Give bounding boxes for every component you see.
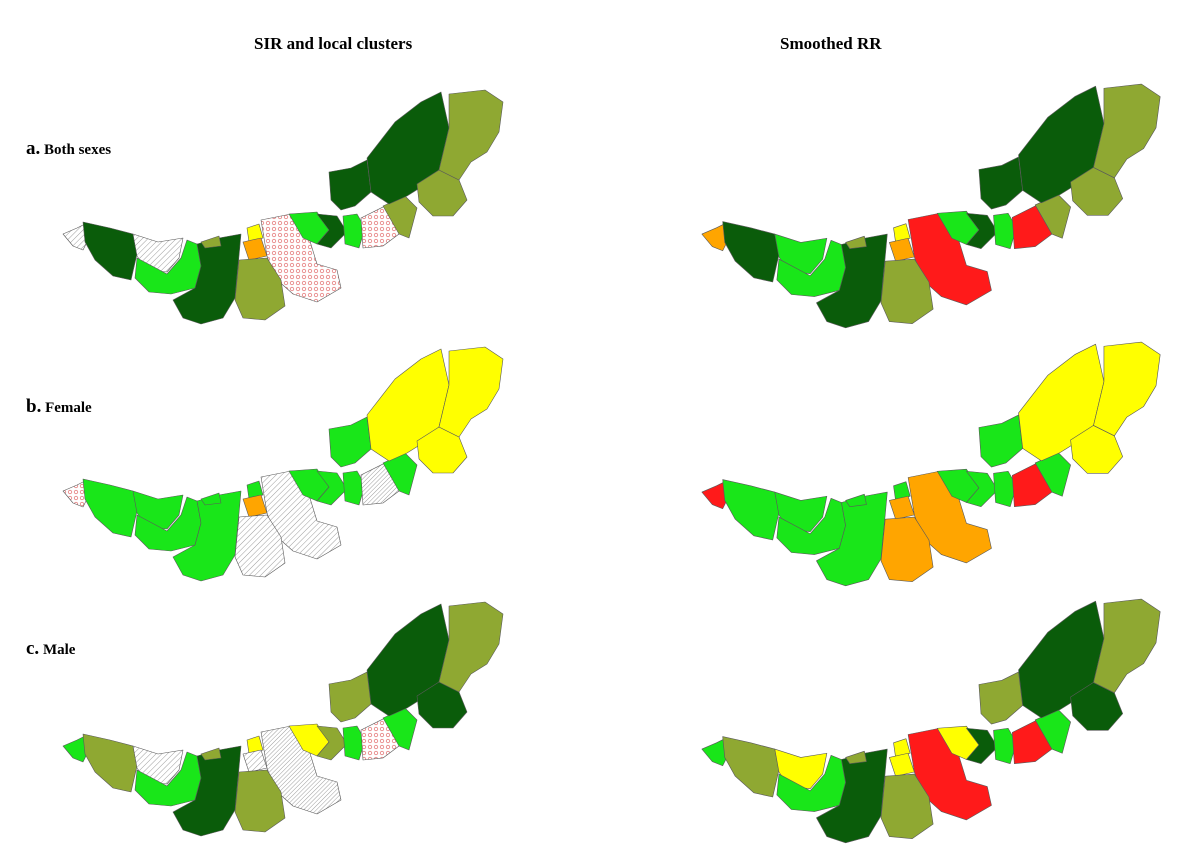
district-5[interactable] xyxy=(816,491,888,587)
district-5[interactable] xyxy=(172,745,242,837)
district-6[interactable] xyxy=(200,747,222,761)
district-19[interactable] xyxy=(1093,83,1161,179)
district-10[interactable] xyxy=(234,514,286,578)
district-19[interactable] xyxy=(1093,341,1161,437)
district-10[interactable] xyxy=(234,257,286,321)
row-letter: a. xyxy=(26,138,41,159)
district-7[interactable] xyxy=(246,735,264,755)
district-6[interactable] xyxy=(845,493,867,507)
row-label-male: c. Male xyxy=(26,638,75,660)
row-label-text: Both sexes xyxy=(44,142,112,158)
district-19[interactable] xyxy=(438,346,504,438)
map-female-sir xyxy=(62,346,504,582)
district-8[interactable] xyxy=(242,237,268,261)
district-10[interactable] xyxy=(880,516,934,582)
district-6[interactable] xyxy=(845,235,867,249)
map-female-smoothed-rr xyxy=(701,341,1161,587)
district-8[interactable] xyxy=(242,749,268,773)
row-label-both-sexes: a. Both sexes xyxy=(26,138,111,160)
district-6[interactable] xyxy=(200,235,222,249)
row-letter: b. xyxy=(26,396,42,417)
district-5[interactable] xyxy=(172,233,242,325)
district-7[interactable] xyxy=(246,223,264,243)
district-8[interactable] xyxy=(889,752,915,777)
district-13[interactable] xyxy=(993,727,1017,764)
district-7[interactable] xyxy=(246,480,264,500)
row-label-text: Male xyxy=(42,642,76,658)
district-12[interactable] xyxy=(316,725,348,761)
column-title-smoothed-rr: Smoothed RR xyxy=(780,34,882,53)
district-5[interactable] xyxy=(816,748,888,844)
district-2[interactable] xyxy=(722,221,780,283)
district-2[interactable] xyxy=(722,736,780,798)
map-both-sexes-smoothed-rr xyxy=(701,83,1161,329)
row-label-text: Female xyxy=(45,400,92,416)
district-16[interactable] xyxy=(978,671,1023,725)
map-male-sir xyxy=(62,601,504,837)
district-16[interactable] xyxy=(328,159,372,211)
district-16[interactable] xyxy=(328,671,372,723)
district-2[interactable] xyxy=(82,733,138,793)
district-12[interactable] xyxy=(966,470,998,507)
district-13[interactable] xyxy=(342,470,366,506)
district-8[interactable] xyxy=(242,494,268,518)
column-title-sir: SIR and local clusters xyxy=(254,34,413,53)
district-6[interactable] xyxy=(845,750,867,764)
district-12[interactable] xyxy=(316,470,348,506)
district-13[interactable] xyxy=(993,470,1017,507)
district-10[interactable] xyxy=(234,769,286,833)
row-label-female: b. Female xyxy=(26,396,92,418)
district-16[interactable] xyxy=(978,414,1023,468)
map-both-sexes-sir xyxy=(62,89,504,325)
row-letter: c. xyxy=(26,638,40,659)
district-12[interactable] xyxy=(966,727,998,764)
district-16[interactable] xyxy=(978,156,1023,210)
district-19[interactable] xyxy=(1093,598,1161,694)
district-10[interactable] xyxy=(880,773,934,839)
district-13[interactable] xyxy=(993,212,1017,249)
district-12[interactable] xyxy=(966,212,998,249)
district-19[interactable] xyxy=(438,601,504,693)
district-16[interactable] xyxy=(328,416,372,468)
district-6[interactable] xyxy=(200,492,222,506)
district-2[interactable] xyxy=(82,221,138,281)
district-7[interactable] xyxy=(893,738,911,758)
district-7[interactable] xyxy=(893,481,911,501)
district-12[interactable] xyxy=(316,213,348,249)
district-19[interactable] xyxy=(438,89,504,181)
district-2[interactable] xyxy=(722,479,780,541)
district-5[interactable] xyxy=(172,490,242,582)
map-male-smoothed-rr xyxy=(701,598,1161,844)
district-5[interactable] xyxy=(816,233,888,329)
district-2[interactable] xyxy=(82,478,138,538)
district-8[interactable] xyxy=(889,495,915,520)
district-13[interactable] xyxy=(342,213,366,249)
district-13[interactable] xyxy=(342,725,366,761)
district-10[interactable] xyxy=(880,258,934,324)
district-8[interactable] xyxy=(889,237,915,262)
district-7[interactable] xyxy=(893,223,911,243)
